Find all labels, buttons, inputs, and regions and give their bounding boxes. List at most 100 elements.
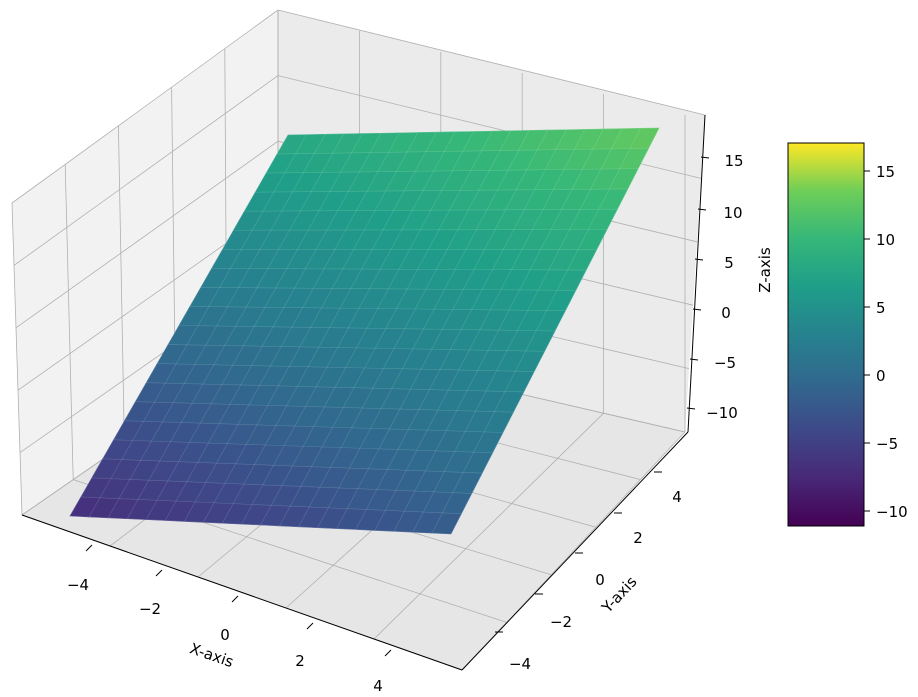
z-tick-label: 10 (723, 204, 742, 222)
surface-facet-line (393, 128, 604, 532)
z-tick-label: −5 (714, 354, 736, 372)
y-tick: 4 (654, 471, 682, 506)
colorbar-tick-label: 5 (876, 299, 886, 317)
grid-line (11, 9, 279, 204)
colorbar-tick: 15 (864, 163, 895, 181)
y-tick-label: −2 (550, 613, 572, 631)
colorbar-tick-label: −10 (876, 503, 908, 521)
surface-facet-line (450, 127, 660, 535)
y-tick: 2 (614, 512, 643, 547)
surface-facet-line (203, 132, 419, 523)
z-axis-line (687, 114, 706, 433)
surface-facet-line (317, 130, 530, 528)
surface-facet-line (91, 477, 472, 494)
x-tick: 4 (373, 649, 392, 695)
z-tick: 0 (692, 304, 731, 322)
surface (69, 127, 660, 535)
y-tick: −2 (535, 593, 572, 631)
z-tick-label: 15 (724, 152, 743, 170)
surface-facet-line (113, 439, 493, 454)
x-tick: 0 (220, 595, 239, 644)
surface-facet-line (233, 229, 608, 231)
surface-facet-line (222, 249, 597, 251)
y-tick-label: 2 (633, 529, 643, 547)
surface-facet-line (279, 131, 493, 527)
z-axis-label: Z-axis (756, 247, 774, 293)
colorbar-tick-label: 15 (876, 163, 895, 181)
y-tick: 0 (575, 552, 605, 589)
z-tick: 15 (700, 152, 744, 170)
surface-facet-line (298, 130, 511, 527)
surface-facet-line (255, 188, 628, 193)
surface-facet-line (412, 128, 623, 533)
left-pane (12, 10, 278, 515)
surface-facet-line (146, 382, 524, 393)
grid-line (15, 140, 279, 329)
y-tick-label: 4 (672, 488, 682, 506)
surface-facet-line (178, 325, 556, 332)
z-tick: −10 (686, 404, 738, 422)
z-tick: 5 (694, 254, 734, 272)
surface-facet-line (107, 134, 326, 518)
surface-facet-line (126, 133, 344, 519)
surface-facet-line (145, 133, 363, 520)
colorbar-tick-label: 10 (876, 231, 895, 249)
z-tick: 10 (697, 204, 743, 222)
x-tick: 2 (295, 622, 314, 670)
x-tick-label: 2 (295, 652, 305, 670)
x-ticks: −4 −2 0 2 4 (67, 544, 392, 695)
y-ticks: −4 −2 0 2 4 (495, 471, 682, 673)
colorbar-tick: 5 (864, 299, 886, 317)
colorbar-tick: 10 (864, 231, 895, 249)
surface-facet-line (211, 268, 587, 271)
surface-facet-line (431, 128, 641, 534)
surface-facet-line (69, 515, 452, 535)
x-tick: −4 (67, 544, 93, 594)
grid-line (118, 125, 125, 445)
surface-facet-line (244, 208, 618, 212)
colorbar-gradient (787, 142, 865, 527)
surface-facet-line (260, 131, 474, 526)
surface-facet-line (168, 344, 545, 352)
grid-line (64, 164, 74, 480)
colorbar-tick: −5 (864, 435, 898, 453)
axis-lines (21, 114, 706, 671)
colorbar: 15 10 5 0 −5 −10 (787, 142, 908, 527)
surface-facet-line (157, 363, 535, 372)
surface-facet-line (287, 127, 660, 136)
x-axis-label: X-axis (187, 639, 236, 671)
z-tick: −5 (689, 354, 736, 372)
surface-facet-line (355, 129, 567, 530)
x-tick: −2 (139, 569, 163, 618)
surface-facet-line (164, 133, 382, 521)
colorbar-tick-label: −5 (876, 435, 898, 453)
colorbar-tick-label: 0 (876, 367, 886, 385)
grid-line (13, 75, 279, 266)
surface-facet-line (222, 132, 437, 524)
surface-facet-line (189, 306, 566, 311)
surface-facet-line (124, 420, 504, 433)
colorbar-tick: −10 (864, 503, 908, 521)
surface-cell (629, 127, 660, 149)
surface-facet-line (102, 458, 483, 474)
x-tick-label: −4 (67, 576, 89, 594)
surface-facet-line (277, 148, 649, 155)
colorbar-tick: 0 (864, 367, 886, 385)
x-tick-label: 4 (373, 677, 383, 695)
z-tick-label: −10 (706, 404, 738, 422)
z-tick-label: 0 (721, 304, 731, 322)
z-tick-label: 5 (724, 254, 734, 272)
surface-facet-line (374, 129, 586, 531)
surface-facet-line (135, 401, 514, 413)
y-tick: −4 (495, 631, 531, 673)
x-tick-label: 0 (220, 626, 230, 644)
surface-facet-line (184, 132, 400, 522)
x-axis-line (21, 514, 463, 671)
surface-facet-line (80, 496, 462, 514)
surface-facet-line (200, 287, 576, 291)
y-tick-label: 0 (595, 571, 605, 589)
surface-facet-line (88, 134, 307, 518)
surface-facet-line (266, 168, 639, 174)
surface-facet-line (336, 129, 548, 529)
